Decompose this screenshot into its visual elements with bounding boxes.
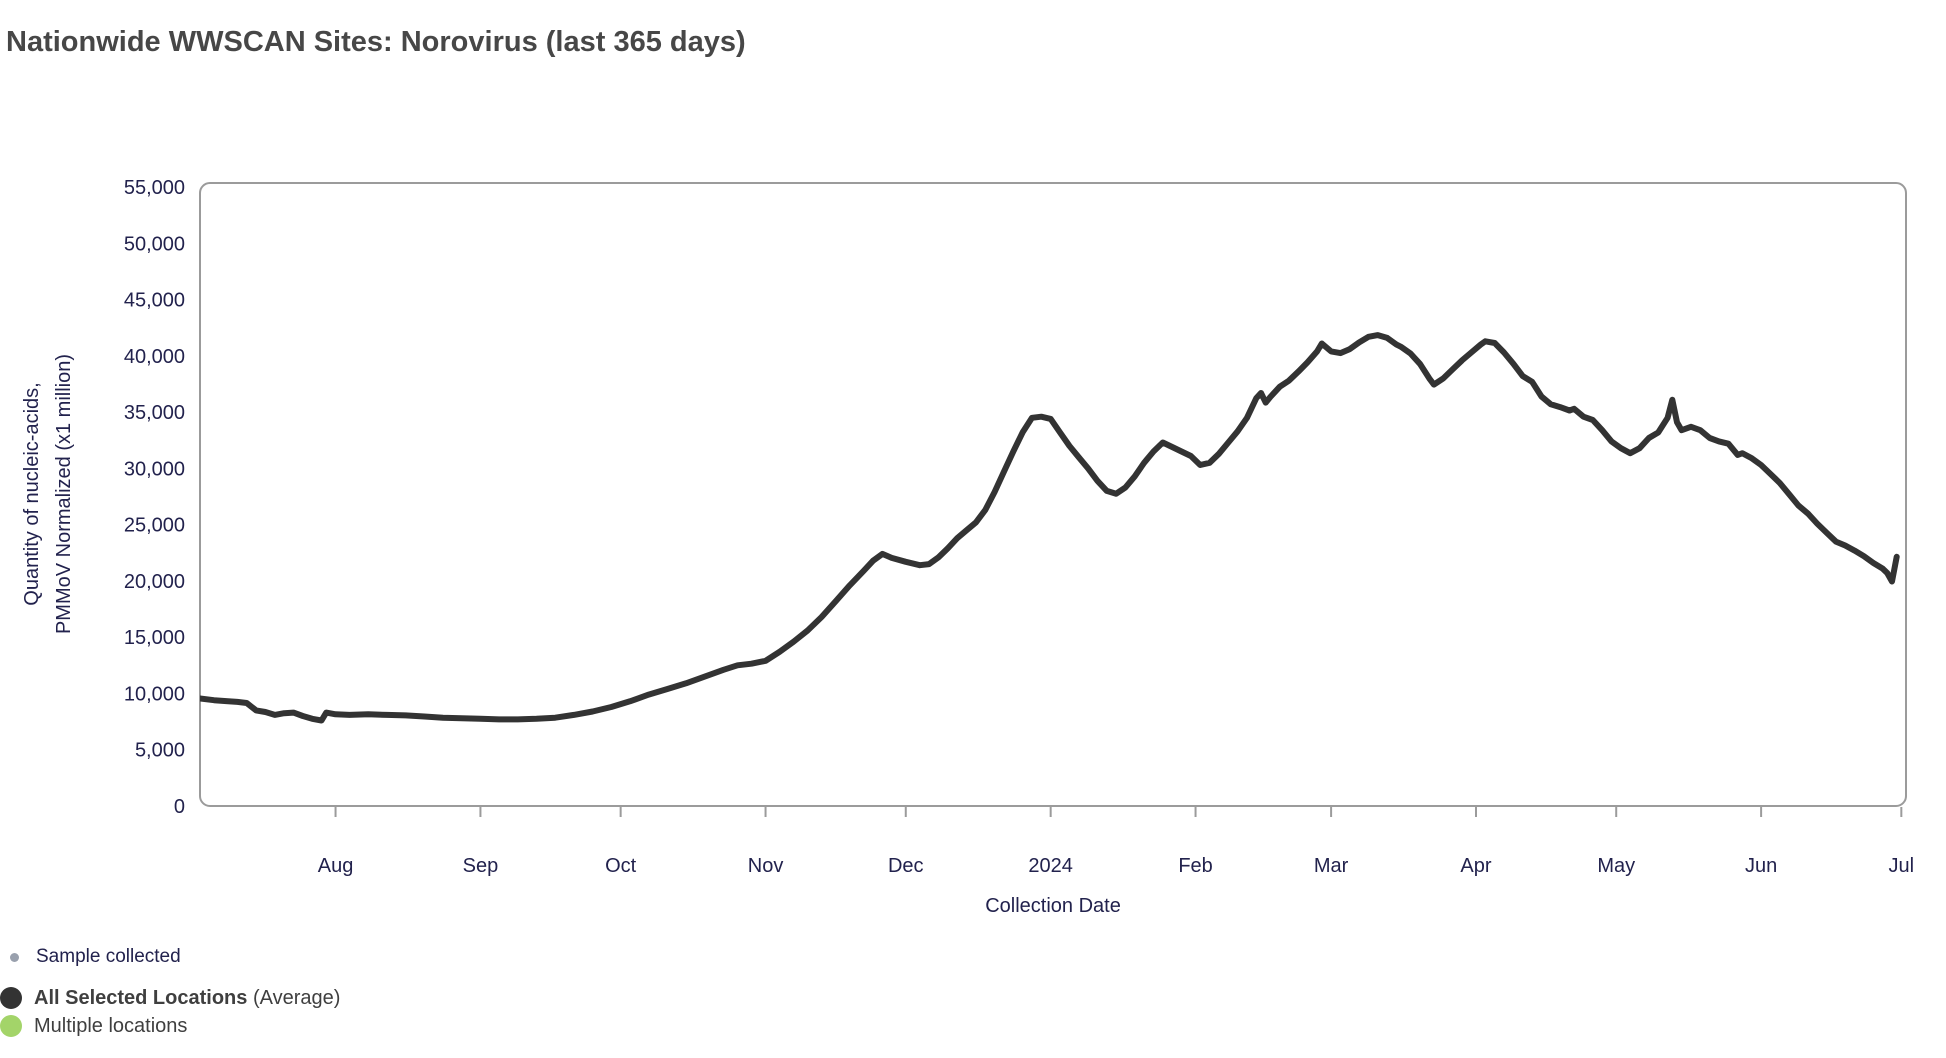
y-tick-label: 25,000: [124, 515, 185, 537]
x-tick-label: 2024: [1028, 855, 1073, 877]
legend: Sample collected All Selected Locations …: [0, 942, 600, 1040]
plot-border: [199, 182, 1907, 807]
x-tick-label: Mar: [1314, 855, 1349, 877]
x-tick-label: May: [1597, 855, 1635, 877]
norovirus-trend-line[interactable]: [200, 332, 1900, 724]
x-tick-label: Aug: [318, 855, 354, 877]
y-tick-label: 40,000: [124, 346, 185, 368]
legend-label-sample-collected: Sample collected: [36, 946, 181, 967]
y-tick-label: 5,000: [135, 740, 185, 762]
x-tick-label: Feb: [1178, 855, 1212, 877]
legend-label-average-suffix: (Average): [247, 986, 341, 1009]
multiple-locations-dot-icon: [0, 1015, 22, 1037]
x-tick-label: Oct: [605, 855, 637, 877]
x-axis-title: Collection Date: [985, 895, 1121, 917]
x-tick-label: Nov: [748, 855, 784, 877]
y-tick-label: 55,000: [124, 177, 185, 199]
sample-collected-dot-icon: [10, 952, 19, 962]
y-axis-title-line2: PMMoV Normalized (x1 million): [53, 354, 75, 634]
legend-item-multiple-locations: Multiple locations: [0, 1012, 600, 1040]
y-axis-title: Quantity of nucleic-acids, PMMoV Normali…: [21, 354, 75, 634]
x-tick-label: Sep: [463, 855, 499, 877]
y-tick-label: 0: [174, 796, 185, 818]
y-tick-label: 10,000: [124, 683, 185, 705]
x-tick-label: Apr: [1460, 855, 1491, 877]
y-tick-label: 45,000: [124, 290, 185, 312]
plot-area[interactable]: [200, 183, 1906, 806]
y-tick-label: 20,000: [124, 571, 185, 593]
y-tick-label: 15,000: [124, 627, 185, 649]
x-tick-label: Dec: [888, 855, 924, 877]
y-axis-title-line1: Quantity of nucleic-acids,: [21, 382, 43, 605]
legend-label-multiple-locations: Multiple locations: [34, 1014, 188, 1037]
y-tick-label: 35,000: [124, 402, 185, 424]
legend-item-sample-collected: Sample collected: [10, 942, 600, 972]
x-tick-label: Jul: [1889, 855, 1915, 877]
page-title: Nationwide WWSCAN Sites: Norovirus (last…: [6, 26, 746, 58]
all-locations-dot-icon: [0, 987, 22, 1009]
y-tick-label: 30,000: [124, 458, 185, 480]
legend-item-all-selected-locations: All Selected Locations (Average): [0, 984, 600, 1012]
x-tick-label: Jun: [1745, 855, 1777, 877]
legend-label-all-selected-locations: All Selected Locations (Average): [34, 987, 340, 1010]
legend-label-all-selected-locations-bold: All Selected Locations: [34, 986, 248, 1009]
y-tick-label: 50,000: [124, 233, 185, 255]
